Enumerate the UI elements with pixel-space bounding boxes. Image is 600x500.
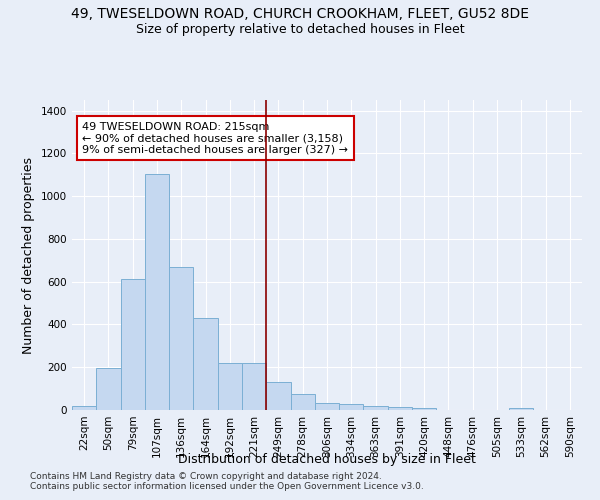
Bar: [218, 363, 242, 410]
Bar: [266, 382, 290, 410]
Bar: [388, 407, 412, 410]
Bar: [193, 318, 218, 410]
Text: Distribution of detached houses by size in Fleet: Distribution of detached houses by size …: [178, 452, 476, 466]
Bar: [169, 267, 193, 410]
Bar: [509, 408, 533, 410]
Y-axis label: Number of detached properties: Number of detached properties: [22, 156, 35, 354]
Bar: [72, 406, 96, 410]
Bar: [339, 404, 364, 410]
Bar: [315, 402, 339, 410]
Bar: [242, 363, 266, 410]
Text: Contains HM Land Registry data © Crown copyright and database right 2024.: Contains HM Land Registry data © Crown c…: [30, 472, 382, 481]
Bar: [290, 394, 315, 410]
Text: 49 TWESELDOWN ROAD: 215sqm
← 90% of detached houses are smaller (3,158)
9% of se: 49 TWESELDOWN ROAD: 215sqm ← 90% of deta…: [82, 122, 348, 155]
Bar: [364, 406, 388, 410]
Text: 49, TWESELDOWN ROAD, CHURCH CROOKHAM, FLEET, GU52 8DE: 49, TWESELDOWN ROAD, CHURCH CROOKHAM, FL…: [71, 8, 529, 22]
Bar: [412, 408, 436, 410]
Text: Size of property relative to detached houses in Fleet: Size of property relative to detached ho…: [136, 22, 464, 36]
Bar: [96, 368, 121, 410]
Text: Contains public sector information licensed under the Open Government Licence v3: Contains public sector information licen…: [30, 482, 424, 491]
Bar: [145, 174, 169, 410]
Bar: [121, 278, 145, 410]
